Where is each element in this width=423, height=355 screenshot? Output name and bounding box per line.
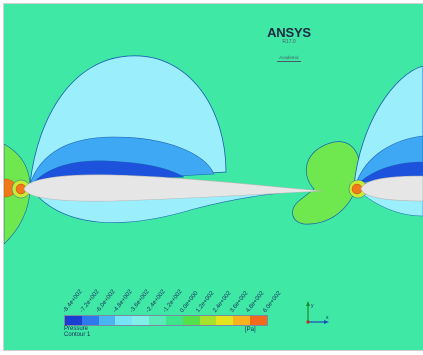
legend-swatch — [216, 316, 234, 325]
legend-swatch — [115, 316, 133, 325]
legend-swatch — [250, 316, 267, 325]
legend-tick-labels: -8.4e+002 -7.2e+002 -6.0e+002 -4.8e+002 -3.6… — [62, 254, 282, 314]
axis-x-label: x — [326, 315, 329, 321]
brand-name: ANSYS — [267, 25, 311, 40]
legend-swatch — [65, 316, 82, 325]
brand-edition: Academic — [277, 55, 301, 62]
brand-version: R17.0 — [282, 39, 296, 45]
legend-swatch — [182, 316, 200, 325]
ansys-logo: ANSYS R17.0 Academic — [266, 26, 312, 64]
viewport[interactable]: ANSYS R17.0 Academic -8.4e+002 -7.2e+002-… — [3, 3, 423, 351]
legend-swatch — [98, 316, 116, 325]
legend-variable: Pressure Contour 1 — [64, 326, 90, 338]
legend-swatch — [165, 316, 183, 325]
legend-unit: [Pa] — [245, 327, 256, 333]
legend-swatch — [233, 316, 251, 325]
axis-y-label: y — [311, 303, 314, 309]
color-legend: -8.4e+002 -7.2e+002 -6.0e+002 -4.8e+002 -3.6… — [59, 254, 299, 344]
pressure-contour-plot — [4, 55, 423, 245]
legend-color-bar — [64, 315, 268, 326]
legend-swatch — [149, 316, 166, 325]
legend-swatch — [132, 316, 150, 325]
legend-variable-line: Pressure — [64, 326, 89, 332]
airfoil-right — [360, 175, 423, 202]
stagnation-right-inner — [351, 183, 363, 195]
legend-swatch — [81, 316, 99, 325]
high-pressure-region-mid — [292, 141, 360, 225]
legend-variable-line: Contour 1 — [64, 332, 91, 338]
axis-triad-icon: y x — [306, 301, 329, 324]
legend-swatch — [199, 316, 217, 325]
airfoil-left — [23, 174, 323, 202]
